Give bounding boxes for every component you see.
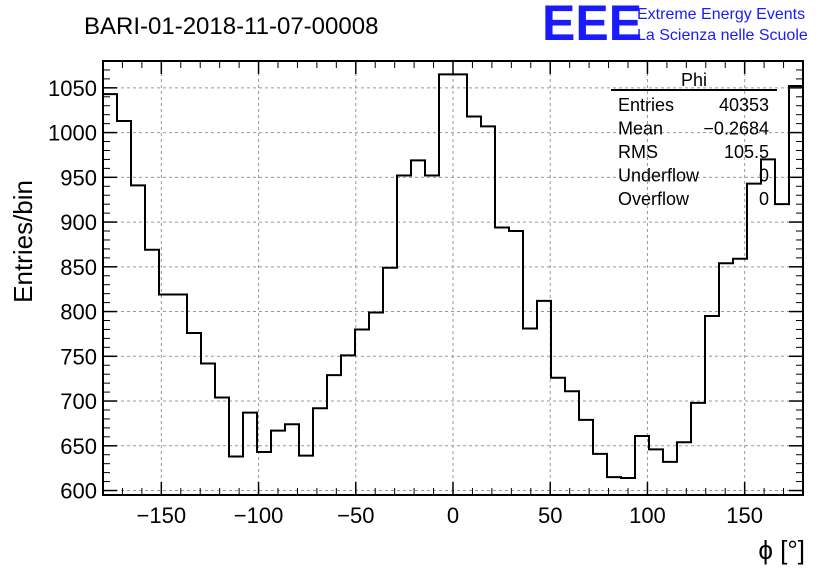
y-tick-label: 700 (60, 389, 97, 414)
stats-rows: Entries 40353 Mean −0.2684 RMS 105.5 Underflow… (618, 95, 769, 209)
plot-frame (102, 60, 804, 496)
logo-line-1: Extreme Energy Events (637, 6, 805, 23)
stats-box: Phi Entries 40353 Mean −0.2684 RMS 105.5 Under… (611, 70, 777, 209)
logo-line-2: La Scienza nelle Scuole (637, 27, 808, 44)
y-tick-label: 750 (60, 344, 97, 369)
stats-row-label: Mean (618, 119, 663, 139)
y-tick-label: 1000 (48, 121, 97, 146)
x-tick-labels: −150 −100 −50 0 50 100 150 (137, 503, 763, 528)
y-tick-label: 650 (60, 434, 97, 459)
stats-row-value: 0 (759, 166, 769, 186)
x-tick-label: 150 (726, 503, 763, 528)
x-tick-label: −150 (137, 503, 187, 528)
y-tick-label: 800 (60, 300, 97, 325)
stats-row-label: Underflow (618, 166, 700, 186)
y-tick-label: 850 (60, 255, 97, 280)
stats-row-value: 0 (759, 189, 769, 209)
eee-logo: EEE Extreme Energy Events La Scienza nel… (542, 0, 808, 51)
y-tick-label: 600 (60, 479, 97, 504)
y-tick-label: 900 (60, 210, 97, 235)
x-tick-label: 100 (629, 503, 666, 528)
x-tick-label: −50 (337, 503, 374, 528)
stats-row-label: Overflow (618, 189, 690, 209)
x-tick-label: −100 (234, 503, 284, 528)
logo-mark: EEE (542, 0, 642, 51)
y-tick-labels: 600 650 700 750 800 850 900 950 1000 1050 (48, 76, 97, 504)
stats-row-label: RMS (618, 142, 658, 162)
chart-title: BARI-01-2018-11-07-00008 (84, 13, 378, 40)
histogram-line (103, 73, 803, 479)
y-axis-label: Entries/bin (8, 180, 38, 303)
grid (103, 61, 803, 495)
x-tick-label: 0 (447, 503, 459, 528)
y-tick-label: 1050 (48, 76, 97, 101)
axis-ticks (102, 60, 804, 495)
stats-row-value: 105.5 (724, 142, 769, 162)
stats-name: Phi (681, 70, 707, 90)
y-tick-label: 950 (60, 165, 97, 190)
x-axis-label: ϕ [°] (758, 535, 805, 565)
stats-row-value: 40353 (719, 95, 769, 115)
stats-row-value: −0.2684 (703, 119, 769, 139)
stats-row-label: Entries (618, 95, 674, 115)
x-tick-label: 50 (538, 503, 562, 528)
